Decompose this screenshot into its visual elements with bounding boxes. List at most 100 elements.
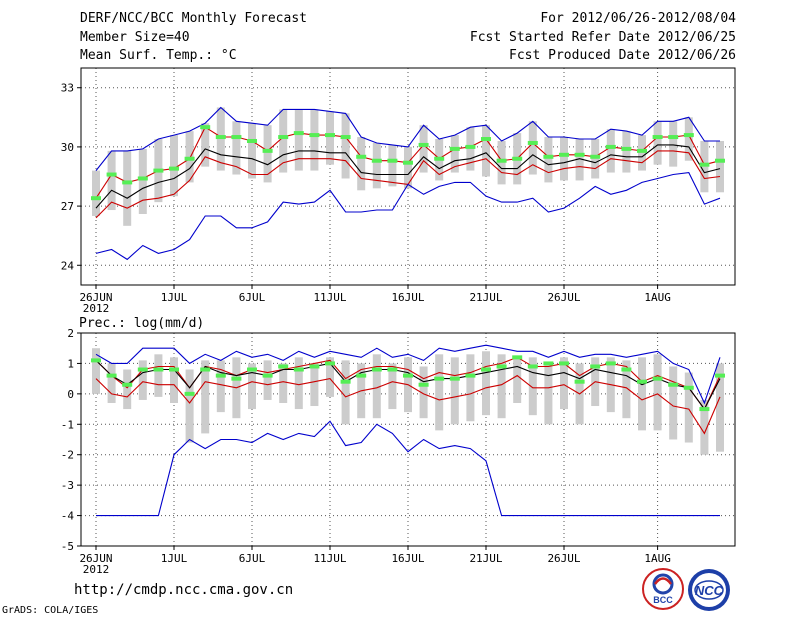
variable-label: Mean Surf. Temp.: °C (80, 48, 237, 63)
temp-median-mark (169, 166, 179, 171)
prec-median-mark (465, 373, 476, 378)
temp-median-mark (356, 154, 367, 159)
prec-median-mark (340, 379, 351, 384)
prec-median-mark (683, 385, 694, 390)
prec-spread-box (638, 357, 646, 431)
prec-ytick-label: -4 (61, 510, 75, 523)
prec-spread-box (170, 357, 178, 403)
temp-spread-box (248, 123, 256, 179)
temp-median-mark (278, 135, 289, 140)
temp-spread-box (279, 109, 288, 173)
temp-spread-box (544, 137, 553, 183)
prec-median-mark (527, 364, 538, 369)
prec-median-mark (496, 364, 507, 369)
temp-spread-box (92, 170, 100, 216)
temp-ytick-label: 30 (61, 141, 74, 154)
prec-median-mark (543, 361, 554, 366)
temp-spread-box (575, 139, 584, 181)
source-url[interactable]: http://cmdp.ncc.cma.gov.cn (74, 582, 294, 598)
temp-median-mark (403, 160, 413, 165)
prec-spread-box (669, 366, 678, 440)
temp-median-mark (434, 156, 445, 161)
prec-ytick-label: -1 (61, 418, 74, 431)
temp-median-mark (418, 142, 429, 147)
temp-median-mark (387, 158, 398, 163)
prec-median-mark (512, 355, 523, 360)
prec-xtick-label: 21JUL (469, 552, 502, 565)
prec-series-lower (95, 374, 721, 435)
temp-spread-box (263, 125, 272, 183)
temp-median-mark (215, 135, 226, 140)
prec-spread-box (154, 354, 163, 397)
prec-spread-box (419, 366, 428, 419)
prec-median-mark (293, 367, 304, 372)
prec-ytick-label: -2 (61, 449, 74, 462)
prec-spread-box (622, 360, 631, 419)
temp-median-mark (496, 158, 507, 163)
temp-median-mark (200, 125, 211, 130)
prec-spread-box (700, 399, 709, 455)
prec-xtick-label: 6JUL (239, 552, 266, 565)
prec-xtick-label: 26JUL (547, 552, 580, 565)
prec-frame (80, 332, 736, 547)
temp-spread-box (357, 137, 366, 191)
prec-spread-box (294, 357, 303, 410)
ncc-logo-text: NCC (695, 583, 724, 598)
prec-year-label: 2012 (83, 563, 110, 576)
prec-spread-box (716, 363, 724, 452)
prec-median-mark (247, 367, 257, 372)
temp-spread-box (388, 144, 397, 187)
temp-spread-box (294, 109, 303, 171)
temp-spread-box (528, 121, 537, 175)
temp-spread-box (232, 121, 241, 175)
temp-spread-box (482, 125, 490, 177)
prec-spread-box (123, 369, 132, 410)
prec-median-mark (309, 364, 320, 369)
temp-median-mark (652, 135, 663, 140)
prec-median-mark (122, 382, 133, 387)
prec-series-min (96, 420, 720, 517)
prec-spread-box (372, 354, 381, 419)
prec-xtick-label: 1AUG (644, 552, 671, 565)
temp-median-mark (325, 133, 335, 138)
prec-spread-box (92, 348, 100, 394)
prec-spread-box (138, 360, 147, 400)
temp-median-mark (574, 152, 585, 157)
prec-median-mark (262, 373, 273, 378)
prec-spread-box (201, 360, 210, 434)
started-date: Fcst Started Refer Date 2012/06/25 (469, 30, 736, 45)
prec-median-mark (200, 367, 211, 372)
temp-xtick-label: 26JUL (547, 291, 580, 304)
temp-median-mark (293, 131, 304, 136)
prec-median-mark (605, 361, 616, 366)
temp-median-mark (137, 176, 148, 181)
temp-median-mark (668, 135, 679, 140)
temp-series-mean (95, 144, 721, 209)
prec-spread-box (263, 360, 272, 400)
prec-xtick-label: 1JUL (161, 552, 188, 565)
prec-median-mark (590, 364, 601, 369)
temp-median-mark (309, 133, 320, 138)
bcc-logo: BCC (642, 568, 684, 610)
temp-median-mark (543, 154, 554, 159)
temp-median-mark (153, 168, 164, 173)
prec-median-mark (153, 367, 164, 372)
prec-median-mark (621, 367, 632, 372)
prec-xtick-label: 26JUN (79, 552, 112, 565)
prec-spread-box (482, 351, 490, 416)
temp-spread-box (341, 113, 350, 179)
prec-median-mark (418, 382, 429, 387)
prec-spread-box (279, 363, 288, 403)
prec-median-mark (403, 373, 413, 378)
temp-ytick-label: 27 (61, 200, 74, 213)
prec-spread-box (513, 357, 522, 403)
temp-frame (80, 67, 736, 286)
prec-median-mark (325, 361, 335, 366)
temp-median-mark (231, 135, 242, 140)
prec-spread-box (310, 363, 319, 407)
temp-median-mark (247, 138, 257, 143)
prec-median-mark (449, 376, 460, 381)
prec-spread-box (341, 360, 350, 425)
temp-median-mark (605, 144, 616, 149)
